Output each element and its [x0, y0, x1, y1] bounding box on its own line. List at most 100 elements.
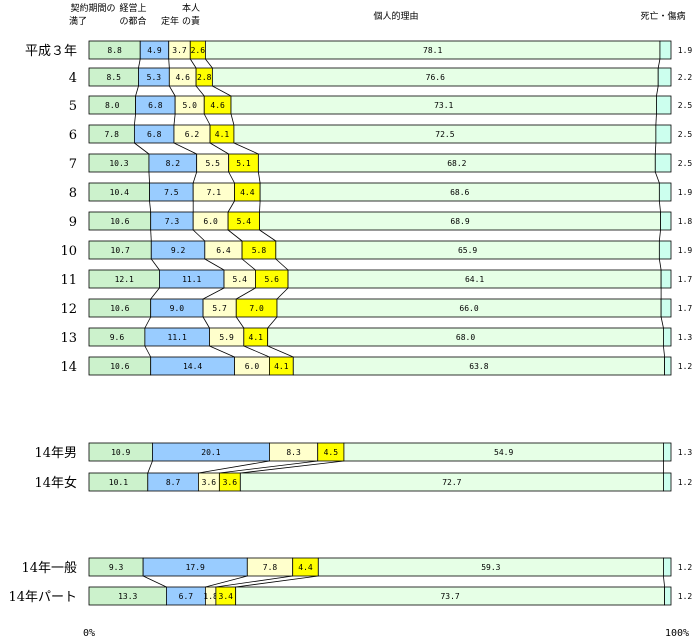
- row-label: 9: [69, 215, 77, 230]
- row-label: 10: [60, 244, 77, 259]
- value-label: 5.1: [236, 159, 251, 168]
- connector-line: [236, 287, 256, 300]
- connector-line: [142, 575, 167, 588]
- connector-line: [147, 460, 153, 474]
- x-tick-label: 0%: [83, 628, 95, 639]
- value-label: 73.1: [434, 101, 453, 110]
- bar-segment-s6: [663, 557, 672, 577]
- value-label: 10.6: [110, 217, 129, 226]
- value-label: 3.4: [219, 592, 234, 601]
- value-label: 64.1: [465, 275, 484, 284]
- value-label: 2.5: [678, 101, 693, 110]
- value-label: 5.0: [182, 101, 197, 110]
- bar-row: 10.3 8.2 5.5 5.1 68.2 2.5: [88, 153, 692, 173]
- connector-line: [259, 200, 261, 213]
- value-label: 72.5: [435, 130, 454, 139]
- connector-line: [134, 142, 150, 155]
- value-label: 8.2: [166, 159, 181, 168]
- bar-row: 8.5 5.3 4.6 2.8 76.6 2.2: [88, 67, 693, 87]
- value-label: 4.6: [175, 73, 190, 82]
- value-label: 1.8: [678, 217, 693, 226]
- connector-line: [135, 85, 139, 97]
- bar-segment-s6: [660, 298, 672, 318]
- row-labels: 平成３年 4 5 6 7 8 9 10 11 12 13 14 14年男 14年女 14年一般 14年パート: [8, 44, 77, 605]
- value-label: 10.6: [110, 362, 129, 371]
- value-label: 59.3: [481, 563, 500, 572]
- value-label: 65.9: [458, 246, 477, 255]
- connector-line: [168, 85, 176, 97]
- bar-segment-s6: [660, 211, 672, 231]
- connector-line: [259, 229, 277, 242]
- connector-line: [228, 171, 235, 184]
- series-header-text: 経営上: [119, 2, 146, 14]
- value-label: 4.6: [210, 101, 225, 110]
- row-label: 13: [60, 331, 77, 346]
- value-label: 10.9: [111, 448, 130, 457]
- connector-line: [168, 58, 170, 69]
- bar-row: 9.3 17.9 7.8 4.4 59.3 1.2: [88, 557, 692, 577]
- value-label: 9.3: [109, 563, 124, 572]
- value-label: 5.5: [205, 159, 220, 168]
- connector-line: [654, 142, 657, 155]
- row-label: 6: [69, 128, 77, 143]
- bar-segment-s6: [664, 356, 672, 376]
- value-label: 9.6: [110, 333, 125, 342]
- connector-line: [138, 58, 141, 69]
- value-label: 1.2: [678, 362, 693, 371]
- row-label: 14年男: [34, 446, 77, 461]
- value-label: 20.1: [201, 448, 220, 457]
- value-label: 68.9: [450, 217, 469, 226]
- value-label: 73.7: [440, 592, 459, 601]
- series-header-text: 本人: [182, 2, 200, 14]
- connector-line: [235, 575, 319, 588]
- value-label: 13.3: [118, 592, 137, 601]
- connector-line: [663, 575, 665, 588]
- bar-segment-s6: [658, 182, 672, 202]
- value-label: 4.4: [298, 563, 313, 572]
- row-label: 14年女: [34, 475, 77, 491]
- series-header-text: 契約期間の: [70, 2, 115, 14]
- connector-line: [235, 316, 245, 329]
- value-label: 8.5: [107, 73, 122, 82]
- connector-line: [150, 287, 160, 300]
- connector-line: [144, 345, 152, 358]
- bar-segment-s6: [659, 40, 672, 60]
- value-label: 7.1: [207, 188, 222, 197]
- value-label: 11.1: [182, 275, 201, 284]
- connector-line: [655, 113, 657, 126]
- connector-line: [203, 113, 211, 126]
- connector-line: [215, 575, 293, 588]
- value-label: 12.1: [115, 275, 134, 284]
- connector-line: [663, 345, 665, 358]
- connector-line: [173, 113, 176, 126]
- connector-line: [209, 345, 235, 358]
- connector-lines: [133, 58, 665, 588]
- connector-line: [227, 229, 243, 242]
- connector-line: [658, 258, 662, 271]
- value-label: 68.6: [450, 188, 469, 197]
- bar-segment-s6: [657, 67, 672, 87]
- value-label: 78.1: [423, 46, 442, 55]
- connector-line: [189, 58, 197, 69]
- value-label: 6.0: [245, 362, 260, 371]
- value-label: 10.7: [111, 246, 130, 255]
- bar-row: 10.6 14.4 6.0 4.1 63.8 1.2: [88, 356, 693, 376]
- connector-line: [233, 142, 259, 155]
- row-label: 5: [69, 99, 77, 114]
- bar-row: 10.9 20.1 8.3 4.5 54.9 1.3: [88, 442, 692, 462]
- value-label: 2.5: [678, 130, 693, 139]
- bar-row: 10.7 9.2 6.4 5.8 65.9 1.9: [88, 240, 692, 260]
- value-label: 8.8: [107, 46, 122, 55]
- connector-line: [276, 287, 289, 300]
- value-label: 17.9: [186, 563, 205, 572]
- connector-line: [150, 229, 152, 242]
- connector-line: [230, 113, 235, 126]
- value-label: 14.4: [183, 362, 202, 371]
- value-label: 8.3: [286, 448, 301, 457]
- value-label: 2.2: [678, 73, 693, 82]
- connector-line: [219, 460, 318, 474]
- value-label: 6.0: [203, 217, 218, 226]
